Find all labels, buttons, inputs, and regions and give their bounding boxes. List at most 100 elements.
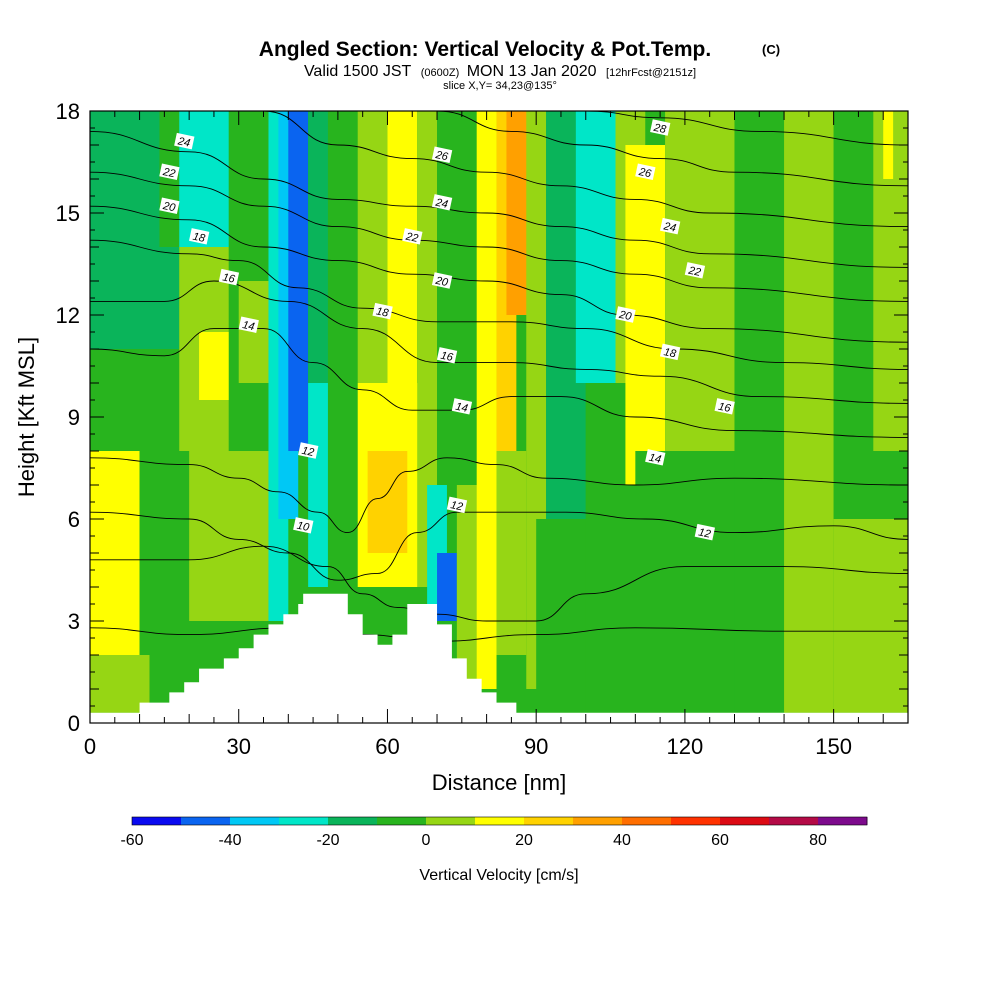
velocity-cell-2 xyxy=(90,349,190,451)
colorbar-swatch-14 xyxy=(818,817,868,825)
theta-contour-28-12 xyxy=(585,111,908,146)
colorbar-swatch-7 xyxy=(475,817,525,825)
contour-label-text: 12 xyxy=(697,526,711,540)
x-axis: 0 30 60 90 120 150 xyxy=(84,111,909,759)
contour-label-text: 18 xyxy=(375,305,390,319)
velocity-cell-38 xyxy=(665,111,735,451)
theta-contour-10-1 xyxy=(90,545,908,622)
contour-label-24: 12 xyxy=(694,523,715,541)
contour-label-text: 18 xyxy=(192,231,207,245)
x-tick-label-5: 150 xyxy=(815,734,852,759)
y-axis: 0 3 6 9 12 15 18 xyxy=(56,99,908,736)
velocity-cell-9 xyxy=(179,111,229,247)
contour-label-23: 14 xyxy=(645,449,666,466)
velocity-cell-20 xyxy=(357,111,388,383)
theta-contour-12-2 xyxy=(90,511,908,581)
chart-subtitle: Valid 1500 JST (0600Z) MON 13 Jan 2020 [… xyxy=(304,63,696,80)
terrain xyxy=(90,593,908,723)
contour-label-text: 10 xyxy=(296,520,311,534)
colorbar-swatch-8 xyxy=(524,817,574,825)
contour-label-text: 22 xyxy=(404,230,419,244)
colorbar-swatch-1 xyxy=(181,817,231,825)
theta-contour-26-10 xyxy=(263,111,908,228)
contour-label-16: 28 xyxy=(650,119,671,136)
velocity-cell-39 xyxy=(635,451,735,713)
plot-area: 24 22 20 18 16 14 12 10 26 24 22 20 18 16 14 12 28 26 24 22… xyxy=(90,111,908,723)
velocity-cell-15 xyxy=(308,383,328,587)
contour-label-12: 18 xyxy=(372,302,393,320)
pot-temp-contours xyxy=(90,111,908,642)
contour-label-text: 26 xyxy=(637,166,653,181)
velocity-cell-21 xyxy=(387,111,418,383)
velocity-cell-40 xyxy=(734,111,785,713)
theta-contour-14-4 xyxy=(90,328,908,438)
theta-contour-10-0 xyxy=(90,627,908,642)
contour-label-text: 22 xyxy=(686,264,701,278)
y-tick-label-6: 18 xyxy=(56,99,80,124)
velocity-cell-32 xyxy=(536,519,586,713)
y-tick-label-2: 6 xyxy=(68,507,80,532)
contour-label-9: 24 xyxy=(431,194,453,211)
velocity-cell-14 xyxy=(288,111,309,451)
x-tick-label-1: 30 xyxy=(226,734,250,759)
velocity-cell-19 xyxy=(367,451,408,553)
x-tick-label-3: 90 xyxy=(524,734,548,759)
velocity-cell-27 xyxy=(476,111,497,689)
contour-label-text: 24 xyxy=(662,220,677,234)
theta-contour-24-9 xyxy=(90,130,908,268)
theta-contour-18-6 xyxy=(90,239,908,370)
contour-label-text: 14 xyxy=(648,452,662,466)
x-tick-label-4: 120 xyxy=(667,734,704,759)
contour-label-15: 12 xyxy=(446,496,468,514)
contour-label-7: 10 xyxy=(293,517,314,534)
theta-contour-22-8 xyxy=(90,171,908,302)
contour-label-text: 12 xyxy=(449,499,463,513)
contour-label-13: 16 xyxy=(436,347,458,364)
theta-contour-16-5 xyxy=(90,280,908,404)
contour-label-5: 14 xyxy=(238,316,259,333)
contour-label-14: 14 xyxy=(451,398,473,415)
theta-contour-20-7 xyxy=(90,205,908,343)
contour-label-17: 26 xyxy=(635,163,656,181)
contour-label-3: 18 xyxy=(189,228,210,245)
contour-label-text: 16 xyxy=(717,401,732,415)
theta-contour-26-11 xyxy=(437,111,908,187)
colorbar-swatch-11 xyxy=(671,817,721,825)
colorbar-label: Vertical Velocity [cm/s] xyxy=(419,867,578,884)
contour-label-text: 12 xyxy=(301,445,315,459)
contour-label-text: 20 xyxy=(617,309,633,324)
y-tick-label-1: 3 xyxy=(68,609,80,634)
contour-label-4: 16 xyxy=(218,268,240,286)
velocity-field xyxy=(90,111,908,713)
contour-label-8: 26 xyxy=(431,146,453,164)
contour-labels: 24 22 20 18 16 14 12 10 26 24 22 20 18 16 14 12 28 26 24 22… xyxy=(159,119,735,541)
colorbar-tick-0: -60 xyxy=(120,832,143,849)
velocity-cell-17 xyxy=(327,111,358,587)
velocity-cell-25 xyxy=(437,111,477,485)
chart-title-unit: (C) xyxy=(762,42,780,57)
colorbar-tick-6: 60 xyxy=(711,832,729,849)
colorbar-swatch-5 xyxy=(377,817,427,825)
colorbar-swatch-0 xyxy=(132,817,182,825)
y-axis-label: Height [Kft MSL] xyxy=(14,337,39,497)
velocity-cell-6 xyxy=(189,451,269,621)
slice-label: slice X,Y= 34,23@135° xyxy=(443,80,557,92)
contour-label-text: 20 xyxy=(161,200,177,215)
contour-label-text: 14 xyxy=(241,319,255,333)
colorbar-swatch-6 xyxy=(426,817,476,825)
velocity-cell-42 xyxy=(833,519,908,713)
contour-label-text: 22 xyxy=(161,166,176,180)
colorbar-swatch-10 xyxy=(622,817,672,825)
colorbar-tick-2: -20 xyxy=(316,832,339,849)
colorbar-tick-7: 80 xyxy=(809,832,827,849)
velocity-cell-16 xyxy=(308,111,328,383)
velocity-cell-41 xyxy=(784,111,834,713)
contour-label-1: 22 xyxy=(159,163,180,180)
y-tick-label-3: 9 xyxy=(68,405,80,430)
contour-label-2: 20 xyxy=(159,197,180,215)
colorbar-tick-1: -40 xyxy=(218,832,241,849)
contour-label-text: 14 xyxy=(454,401,468,415)
contour-label-text: 16 xyxy=(439,350,454,364)
colorbar-swatch-3 xyxy=(279,817,329,825)
